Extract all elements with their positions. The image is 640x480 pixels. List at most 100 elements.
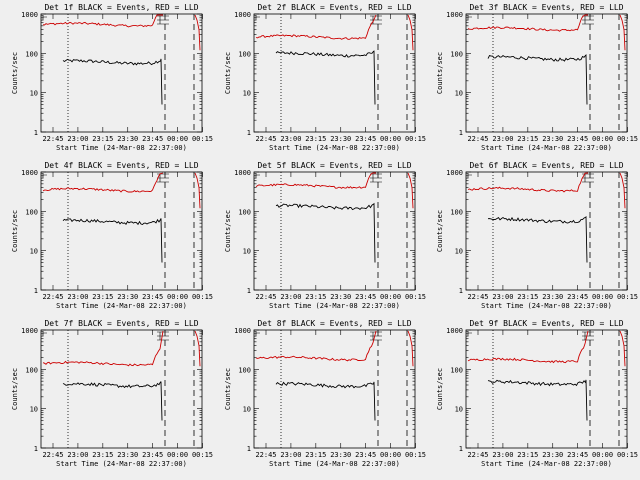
y-tick-label: 100 [238, 366, 251, 374]
panel-title: Det 3f BLACK = Events, RED = LLD [469, 3, 623, 12]
panel-title: Det 1f BLACK = Events, RED = LLD [44, 3, 198, 12]
y-tick-label: 1000 [446, 11, 463, 19]
corner-marker [42, 173, 47, 178]
panel-det-6f: Det 6f BLACK = Events, RED = LLD 1 10 100 10… [436, 161, 638, 310]
y-tick-label: 1 [459, 445, 463, 453]
events-series-line [275, 202, 376, 263]
panel-det-5f: Det 5f BLACK = Events, RED = LLD 1 10 100 10… [224, 161, 426, 310]
y-tick-label: 1000 [234, 169, 251, 177]
x-tick-label: 00:15 [192, 135, 213, 143]
x-tick-label: 22:45 [467, 451, 488, 459]
x-tick-label: 00:15 [405, 293, 426, 301]
x-tick-label: 23:00 [492, 135, 513, 143]
lld-series-line [42, 14, 163, 28]
attenuator-marker [582, 15, 594, 25]
events-series-line [62, 381, 163, 421]
y-tick-label: 1 [247, 129, 251, 137]
x-tick-label: 00:00 [380, 293, 401, 301]
lld-series-line [255, 172, 376, 189]
x-axis-label: Start Time (24-Mar-08 22:37:00) [56, 302, 187, 310]
x-tick-label: 23:45 [142, 293, 163, 301]
x-tick-label: 00:00 [167, 135, 188, 143]
panel-det-4f: Det 4f BLACK = Events, RED = LLD 1 10 100 10… [11, 161, 213, 310]
x-tick-label: 23:30 [117, 135, 138, 143]
lld-series-tail [407, 14, 414, 51]
y-tick-label: 1 [459, 287, 463, 295]
y-axis-label: Counts/sec [11, 210, 19, 252]
x-tick-label: 23:15 [517, 135, 538, 143]
x-tick-label: 23:45 [567, 451, 588, 459]
plot-frame [40, 13, 203, 133]
panel-det-3f: Det 3f BLACK = Events, RED = LLD 1 10 100 10… [436, 3, 638, 152]
y-axis-label: Counts/sec [224, 368, 232, 410]
panel-title: Det 9f BLACK = Events, RED = LLD [469, 319, 623, 328]
x-tick-label: 00:15 [192, 451, 213, 459]
lld-series-tail [407, 172, 414, 209]
lld-series-tail [194, 330, 201, 367]
attenuator-marker [582, 173, 594, 183]
lld-series-line [255, 330, 377, 362]
x-tick-label: 22:45 [467, 135, 488, 143]
x-tick-label: 00:00 [592, 135, 613, 143]
lld-series-line [42, 172, 164, 193]
x-tick-label: 23:00 [280, 293, 301, 301]
y-tick-label: 10 [243, 90, 251, 98]
lld-series-line [467, 330, 589, 364]
lld-series-tail [194, 172, 201, 209]
y-tick-label: 10 [243, 406, 251, 414]
x-tick-label: 22:45 [467, 293, 488, 301]
x-tick-label: 00:15 [405, 135, 426, 143]
x-tick-label: 23:30 [117, 293, 138, 301]
panel-title: Det 6f BLACK = Events, RED = LLD [469, 161, 623, 170]
x-axis-label: Start Time (24-Mar-08 22:37:00) [56, 144, 187, 152]
y-tick-label: 100 [450, 208, 463, 216]
panel-title: Det 4f BLACK = Events, RED = LLD [44, 161, 198, 170]
events-series-line [487, 215, 588, 263]
lld-series-line [255, 14, 377, 40]
plot-frame [253, 171, 416, 291]
plot-frame [40, 329, 203, 449]
y-tick-label: 10 [30, 406, 38, 414]
x-tick-label: 00:15 [617, 451, 638, 459]
x-tick-label: 00:00 [592, 293, 613, 301]
events-series-line [487, 379, 588, 421]
x-tick-label: 23:15 [517, 293, 538, 301]
panel-title: Det 8f BLACK = Events, RED = LLD [257, 319, 411, 328]
y-tick-label: 1000 [446, 169, 463, 177]
x-tick-label: 22:45 [255, 293, 276, 301]
y-tick-label: 1000 [446, 327, 463, 335]
events-series-line [62, 218, 163, 263]
x-tick-label: 23:45 [567, 135, 588, 143]
y-axis-label: Counts/sec [224, 210, 232, 252]
y-axis-label: Counts/sec [11, 52, 19, 94]
x-axis-label: Start Time (24-Mar-08 22:37:00) [481, 302, 612, 310]
x-tick-label: 23:00 [67, 293, 88, 301]
y-tick-label: 100 [450, 50, 463, 58]
events-series-line [275, 381, 376, 421]
x-tick-label: 22:45 [42, 135, 63, 143]
x-tick-label: 23:00 [492, 451, 513, 459]
x-tick-label: 23:15 [305, 293, 326, 301]
panel-title: Det 5f BLACK = Events, RED = LLD [257, 161, 411, 170]
x-tick-label: 00:00 [167, 293, 188, 301]
panel-det-2f: Det 2f BLACK = Events, RED = LLD 1 10 100 10… [224, 3, 426, 152]
y-tick-label: 100 [238, 50, 251, 58]
x-tick-label: 23:15 [92, 293, 113, 301]
y-tick-label: 10 [30, 90, 38, 98]
x-tick-label: 00:15 [617, 293, 638, 301]
x-tick-label: 00:00 [592, 451, 613, 459]
y-tick-label: 1000 [234, 11, 251, 19]
y-axis-label: Counts/sec [224, 52, 232, 94]
x-tick-label: 23:30 [542, 293, 563, 301]
lld-series-tail [619, 14, 626, 51]
y-tick-label: 1000 [21, 11, 38, 19]
lld-series-tail [194, 14, 201, 51]
x-tick-label: 23:15 [305, 451, 326, 459]
panel-title: Det 7f BLACK = Events, RED = LLD [44, 319, 198, 328]
corner-marker [42, 15, 47, 20]
plot-frame [253, 13, 416, 133]
corner-marker [255, 331, 260, 336]
y-tick-label: 10 [455, 406, 463, 414]
x-tick-label: 23:00 [280, 451, 301, 459]
